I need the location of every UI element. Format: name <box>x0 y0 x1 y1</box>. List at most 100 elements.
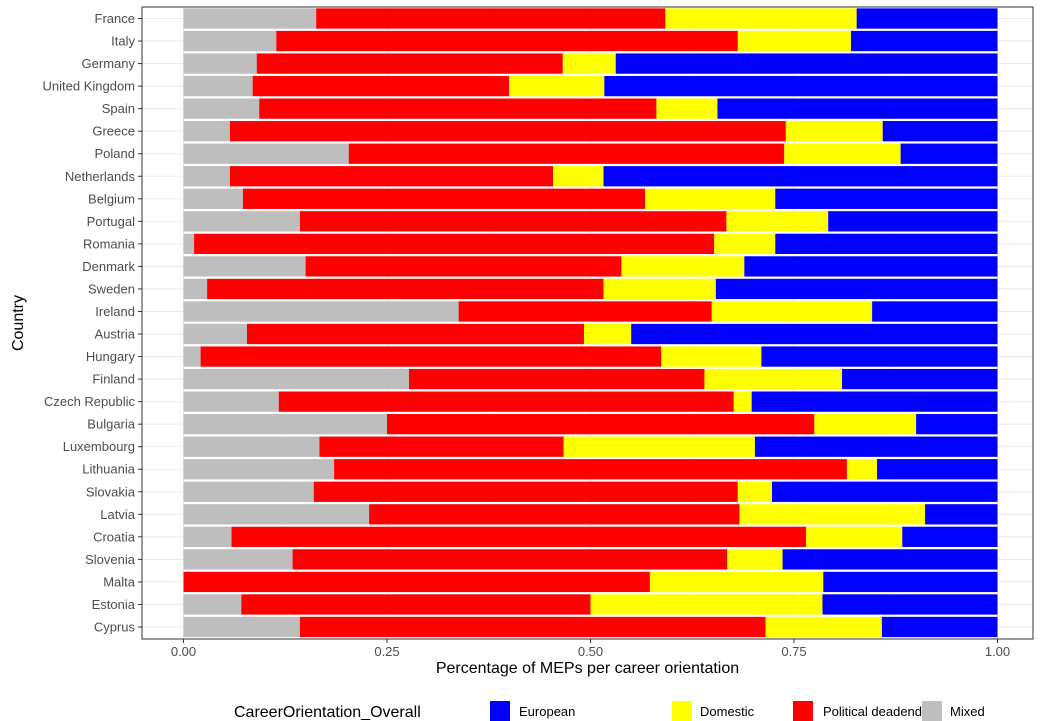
bar-european <box>744 256 998 277</box>
bar-mixed <box>183 346 201 367</box>
x-axis-ticks: 0.00 0.25 0.50 0.75 1.00 <box>171 639 1010 659</box>
bar-political-deadend <box>278 391 734 412</box>
bar-mixed <box>183 256 306 277</box>
legend: CareerOrientation_Overall European Domest… <box>234 701 985 721</box>
legend-key-domestic <box>672 701 692 721</box>
bar-political-deadend <box>194 233 715 255</box>
legend-key-political-deadend <box>793 701 813 721</box>
bar-political-deadend <box>229 121 786 142</box>
plot-panel <box>141 6 1034 640</box>
y-tick-label: Austria <box>95 327 136 342</box>
y-tick-label: Cyprus <box>94 620 136 635</box>
bar-mixed <box>183 391 279 412</box>
legend-label: European <box>519 704 575 719</box>
bar-political-deadend <box>387 414 815 435</box>
x-tick-label: 0.75 <box>781 644 806 659</box>
y-tick-label: Spain <box>102 101 135 116</box>
bar-domestic <box>739 504 926 525</box>
bar-domestic <box>814 414 917 435</box>
bar-mixed <box>183 301 459 322</box>
bar-european <box>872 301 998 322</box>
x-tick-label: 0.25 <box>374 644 399 659</box>
bar-political-deadend <box>292 549 728 570</box>
bar-domestic <box>714 233 776 255</box>
y-tick-label: Denmark <box>82 259 135 274</box>
bar-european <box>882 121 998 142</box>
bar-political-deadend <box>316 8 666 29</box>
bar-mixed <box>183 278 208 300</box>
bar-domestic <box>583 323 632 345</box>
bar-domestic <box>621 256 745 277</box>
y-tick-label: Greece <box>92 124 135 139</box>
x-axis-title: Percentage of MEPs per career orientatio… <box>436 660 739 677</box>
y-tick-label: Germany <box>82 56 136 71</box>
legend-label: Mixed <box>950 704 985 719</box>
y-tick-label: Ireland <box>95 304 135 319</box>
bar-domestic <box>846 459 878 480</box>
bar-mixed <box>183 414 387 435</box>
y-tick-label: Estonia <box>92 597 136 612</box>
bar-political-deadend <box>369 504 740 525</box>
y-tick-label: Lithuania <box>82 462 136 477</box>
y-tick-label: Romania <box>83 236 136 251</box>
bar-political-deadend <box>241 594 591 615</box>
y-tick-label: Bulgaria <box>87 417 135 432</box>
bar-european <box>900 143 998 164</box>
bar-european <box>877 459 998 480</box>
bar-political-deadend <box>299 211 727 232</box>
bar-european <box>856 8 998 29</box>
bar-domestic <box>590 594 823 615</box>
bar-european <box>775 188 998 209</box>
bar-political-deadend <box>207 278 604 300</box>
legend-key-european <box>490 701 510 721</box>
bar-mixed <box>183 323 247 345</box>
bar-domestic <box>656 98 718 119</box>
y-tick-label: Croatia <box>93 529 136 544</box>
y-tick-label: Slovakia <box>86 484 136 499</box>
bar-political-deadend <box>200 346 662 367</box>
y-tick-label: Czech Republic <box>44 394 136 409</box>
bar-political-deadend <box>334 459 847 480</box>
bar-domestic <box>553 166 604 187</box>
bar-mixed <box>183 459 335 480</box>
bar-domestic <box>765 616 882 638</box>
bar-european <box>782 549 998 570</box>
y-tick-label: Netherlands <box>65 169 136 184</box>
bar-domestic <box>704 368 843 390</box>
bar-domestic <box>727 549 783 570</box>
x-tick-label: 1.00 <box>985 644 1010 659</box>
bar-european <box>925 504 998 525</box>
bar-domestic <box>726 211 829 232</box>
bar-domestic <box>784 143 901 164</box>
bar-domestic <box>711 301 873 322</box>
bar-political-deadend <box>299 616 766 638</box>
y-tick-label: Hungary <box>86 349 136 364</box>
bar-european <box>761 346 998 367</box>
bar-mixed <box>183 121 230 142</box>
bar-domestic <box>649 571 824 593</box>
bar-mixed <box>183 616 300 638</box>
bar-mixed <box>183 188 243 209</box>
bar-domestic <box>509 75 605 97</box>
bar-political-deadend <box>259 98 657 119</box>
bar-european <box>604 75 998 97</box>
y-axis-title: Country <box>10 295 27 351</box>
bar-mixed <box>183 53 257 74</box>
bar-political-deadend <box>183 571 650 593</box>
bar-political-deadend <box>305 256 622 277</box>
bar-european <box>631 323 998 345</box>
bar-domestic <box>665 8 857 29</box>
bar-domestic <box>806 526 903 547</box>
bar-political-deadend <box>256 53 563 74</box>
bar-domestic <box>733 391 752 412</box>
bar-political-deadend <box>458 301 712 322</box>
y-tick-label: Poland <box>95 146 135 161</box>
bar-domestic <box>737 481 773 502</box>
bar-domestic <box>603 278 716 300</box>
bar-mixed <box>183 549 293 570</box>
bar-european <box>615 53 998 74</box>
bar-political-deadend <box>229 166 554 187</box>
bar-european <box>881 616 998 638</box>
bar-european <box>717 98 998 119</box>
bar-domestic <box>737 30 851 52</box>
